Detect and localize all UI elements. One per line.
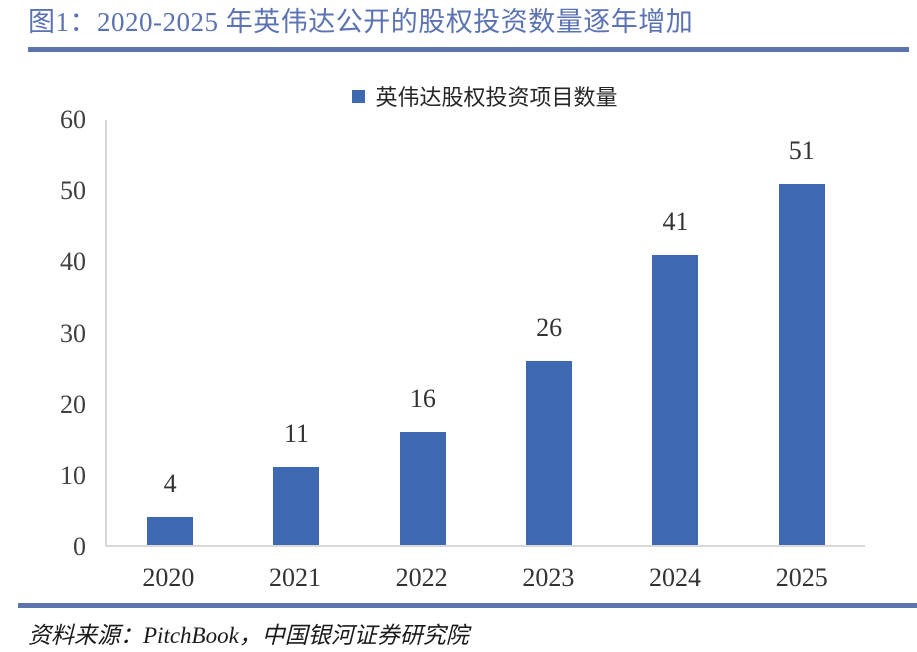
bar-2022: [399, 431, 446, 545]
bar-group-2024: 41: [612, 120, 738, 545]
x-tick-label: 2021: [269, 563, 321, 592]
source-note: 资料来源：PitchBook，中国银河证券研究院: [28, 623, 469, 648]
y-tick-label: 30: [60, 318, 86, 348]
legend-marker-icon: [352, 89, 366, 103]
y-tick-label: 40: [60, 247, 86, 277]
y-tick-label: 0: [73, 532, 86, 561]
x-tick-label: 2023: [522, 563, 575, 592]
x-tick-label: 2020: [142, 563, 195, 592]
bar-value-label: 51: [788, 135, 815, 165]
title-divider: [28, 47, 909, 52]
bar-2021: [273, 467, 320, 545]
y-tick-label: 20: [60, 389, 86, 419]
bar-value-label: 16: [409, 383, 436, 413]
chart-legend: 英伟达股权投资项目数量: [105, 80, 865, 112]
bar-value-label: 11: [283, 419, 310, 449]
bar-group-2025: 51: [739, 120, 865, 545]
x-tick-label: 2022: [395, 563, 448, 592]
bar-value-label: 4: [163, 468, 177, 498]
y-axis: 0 10 20 30 40 50 60: [0, 107, 86, 560]
x-axis-labels: 2020 2021 2022 2023 2024 2025: [105, 562, 865, 593]
plot-area: 4 11 16 26 41 51: [105, 120, 865, 547]
bar-2025: [778, 183, 825, 545]
y-tick-label: 10: [60, 460, 86, 490]
bar-value-label: 26: [536, 312, 563, 342]
y-tick-label: 50: [60, 176, 86, 206]
bar-2020: [147, 516, 194, 545]
x-tick-label: 2024: [649, 563, 702, 592]
footer-divider: [18, 603, 917, 608]
bar-group-2020: 4: [107, 120, 233, 545]
bar-2023: [526, 360, 573, 545]
bar-group-2021: 11: [233, 120, 359, 545]
x-tick-label: 2025: [775, 563, 828, 592]
legend-label: 英伟达股权投资项目数量: [375, 85, 618, 110]
figure-title: 图1：2020-2025 年英伟达公开的股权投资数量逐年增加: [28, 7, 694, 37]
bar-group-2022: 16: [360, 120, 486, 545]
bar-value-label: 41: [662, 206, 689, 236]
bar-group-2023: 26: [486, 120, 612, 545]
bar-2024: [652, 254, 699, 545]
y-tick-label: 60: [60, 105, 86, 134]
